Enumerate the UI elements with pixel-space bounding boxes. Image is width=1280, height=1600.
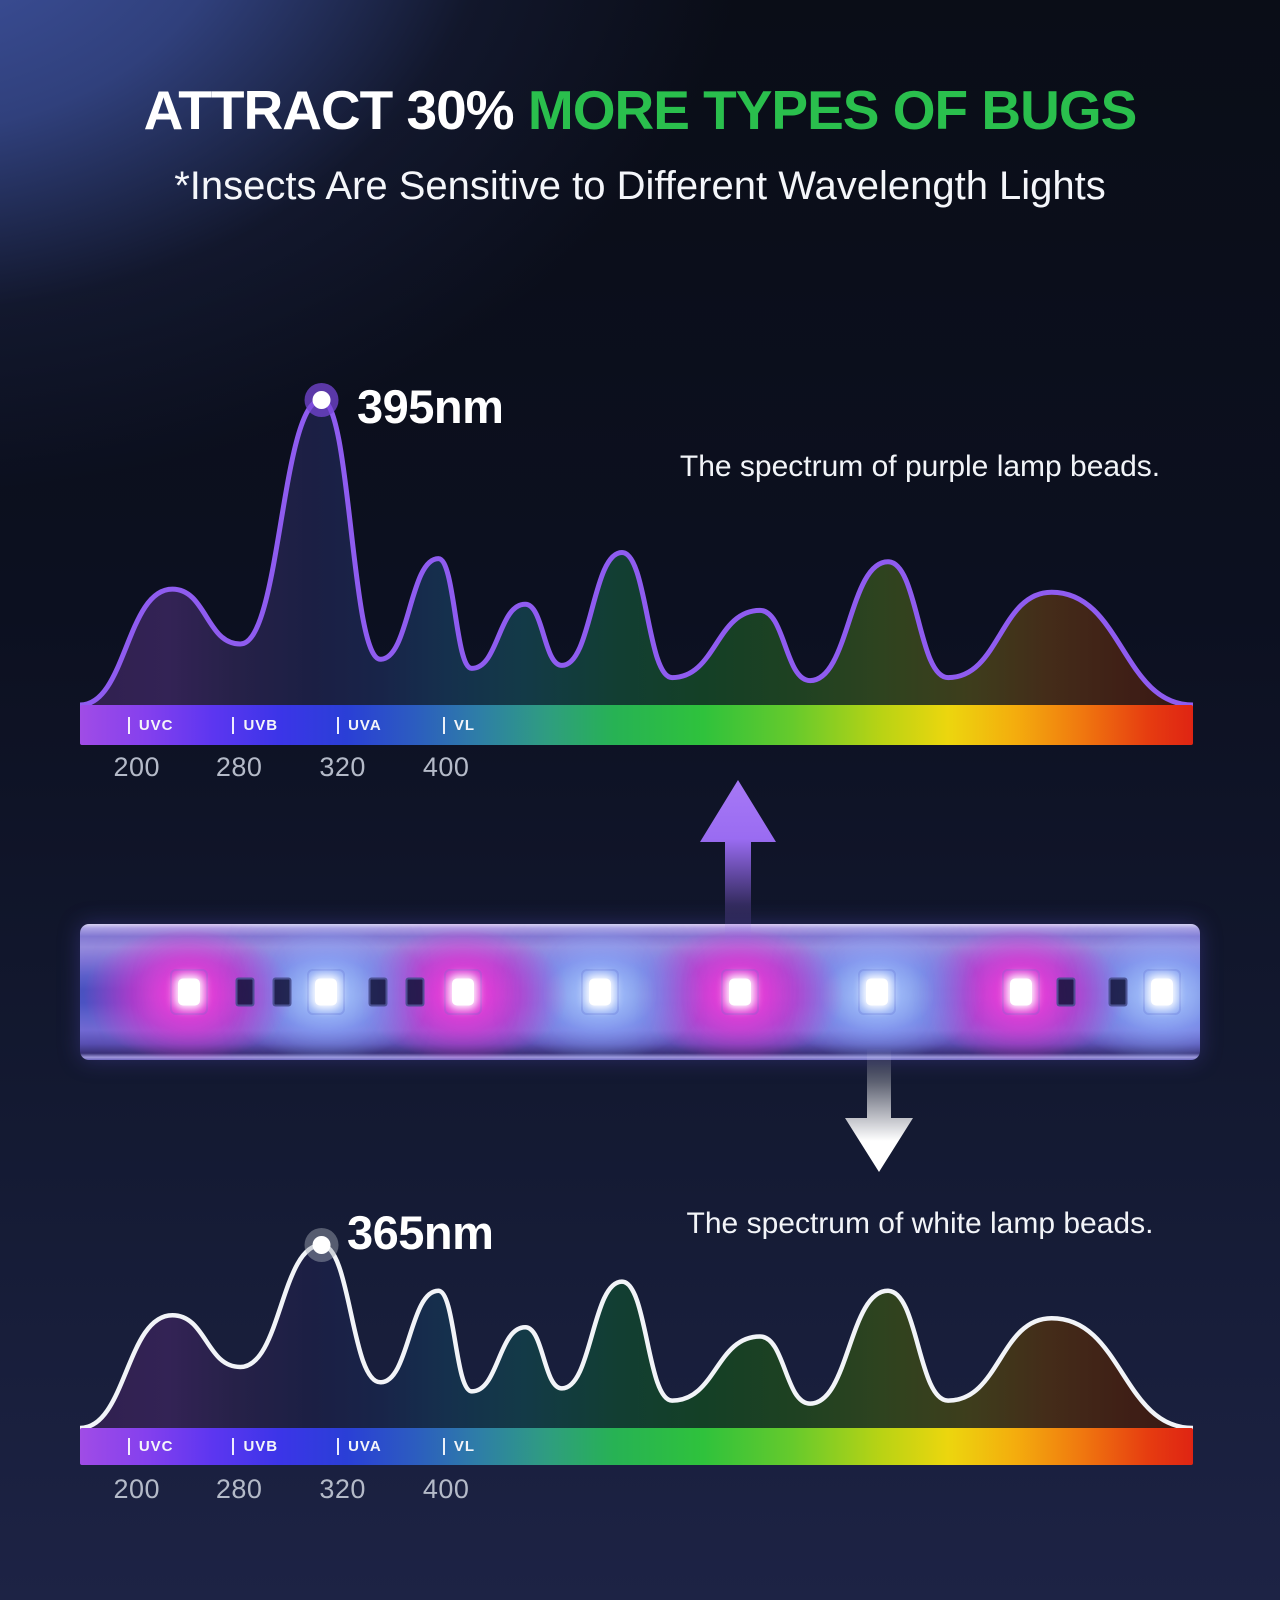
band-label-vl: VL — [442, 705, 475, 745]
band-tick — [442, 716, 445, 734]
band-label-uvc: UVC — [127, 1428, 174, 1465]
spectrum-chart-white — [77, 1102, 1196, 1431]
spectrum-chart-purple — [77, 379, 1196, 708]
led-core — [315, 978, 338, 1006]
peak-label-395nm: 395nm — [357, 380, 504, 433]
led-housing — [444, 969, 483, 1015]
chart-caption-white: The spectrum of white lamp beads. — [686, 1207, 1154, 1240]
led-core — [1150, 978, 1173, 1006]
band-label-uva: UVA — [337, 1428, 382, 1465]
led-core — [866, 978, 889, 1006]
page-title: ATTRACT 30% MORE TYPES OF BUGS — [0, 79, 1280, 141]
peak-label-365nm: 365nm — [347, 1206, 494, 1259]
spectrum-curve-svg — [77, 383, 1196, 708]
wavelength-ticks-bottom: 200 280 320 400 — [80, 1474, 1193, 1504]
led-core — [177, 978, 200, 1006]
band-label-text: UVC — [138, 1438, 174, 1455]
band-label-text: UVA — [348, 716, 382, 734]
band-label-uva: UVA — [337, 705, 382, 745]
band-label-uvb: UVB — [232, 705, 278, 745]
peak-dot — [312, 1236, 331, 1254]
white-led-8 — [1142, 969, 1181, 1015]
curve-area-fill — [80, 1245, 1193, 1428]
white-led-4 — [580, 969, 619, 1015]
band-label-text: VL — [453, 716, 475, 734]
led-housing — [858, 969, 897, 1015]
axis-tick-200: 200 — [113, 752, 161, 782]
led-housing — [1001, 969, 1040, 1015]
purple-led-5 — [720, 969, 759, 1015]
led-housing — [307, 969, 346, 1015]
band-label-uvb: UVB — [232, 1428, 278, 1465]
arrow-up-icon — [700, 780, 776, 948]
led-core — [588, 978, 611, 1006]
resistor-component — [1056, 977, 1076, 1007]
axis-tick-320: 320 — [319, 1474, 366, 1504]
band-label-text: UVB — [243, 716, 279, 734]
axis-tick-400: 400 — [422, 752, 470, 782]
axis-tick-280: 280 — [215, 752, 263, 782]
led-housing — [1142, 969, 1181, 1015]
led-housing — [720, 969, 759, 1015]
purple-led-7 — [1001, 969, 1040, 1015]
axis-tick-400: 400 — [422, 1474, 470, 1504]
purple-led-1 — [169, 969, 208, 1015]
band-tick — [337, 1438, 340, 1455]
white-led-6 — [858, 969, 897, 1015]
curve-line — [77, 1242, 1196, 1431]
led-core — [452, 978, 475, 1006]
spectrum-curve-svg — [77, 1228, 1196, 1431]
band-tick — [337, 716, 340, 734]
band-label-text: UVA — [348, 1438, 382, 1455]
title-main: ATTRACT 30% — [143, 79, 528, 141]
resistor-component — [368, 977, 388, 1007]
band-tick — [127, 1438, 130, 1455]
band-label-text: UVB — [243, 1438, 279, 1455]
band-tick — [442, 1438, 445, 1455]
band-label-vl: VL — [442, 1428, 475, 1465]
wavelength-bar-top: UVC UVB UVA VL — [80, 705, 1193, 745]
title-highlight: MORE TYPES OF BUGS — [527, 79, 1137, 141]
resistor-component — [1108, 977, 1128, 1007]
band-tick — [232, 1438, 235, 1455]
axis-tick-320: 320 — [319, 752, 366, 782]
wavelength-ticks-top: 200 280 320 400 — [80, 752, 1193, 782]
band-tick — [232, 716, 235, 734]
peak-dot — [312, 391, 331, 409]
band-label-text: UVC — [138, 716, 174, 734]
wavelength-bar-bottom: UVC UVB UVA VL — [80, 1428, 1193, 1465]
led-housing — [580, 969, 619, 1015]
purple-led-3 — [444, 969, 483, 1015]
led-strip-photo — [80, 924, 1200, 1060]
axis-tick-200: 200 — [113, 1474, 161, 1504]
white-led-2 — [307, 969, 346, 1015]
curve-area-fill — [80, 400, 1193, 705]
chart-caption-purple: The spectrum of purple lamp beads. — [679, 450, 1161, 483]
axis-tick-280: 280 — [215, 1474, 263, 1504]
band-label-text: VL — [453, 1438, 475, 1455]
resistor-component — [235, 977, 255, 1007]
led-core — [1009, 978, 1032, 1006]
resistor-component — [272, 977, 292, 1007]
curve-line — [77, 397, 1196, 708]
band-label-uvc: UVC — [127, 705, 174, 745]
resistor-component — [405, 977, 425, 1007]
led-core — [728, 978, 751, 1006]
led-housing — [169, 969, 208, 1015]
page-subtitle: *Insects Are Sensitive to Different Wave… — [174, 164, 1106, 208]
band-tick — [127, 716, 130, 734]
